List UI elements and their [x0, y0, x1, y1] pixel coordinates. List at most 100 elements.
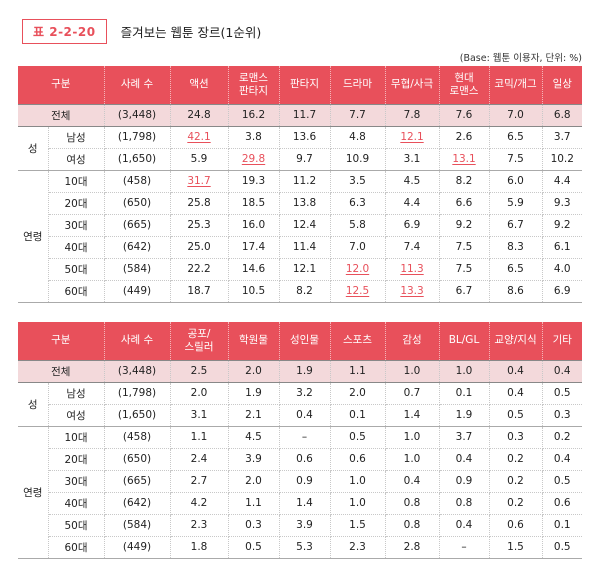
- value-cell: 25.0: [170, 236, 229, 259]
- sample-count: (458): [104, 170, 171, 193]
- sample-count: (650): [104, 448, 171, 471]
- column-header: 구분: [18, 66, 105, 104]
- table-title: 즐겨보는 웹툰 장르(1순위): [120, 24, 262, 40]
- row-label: 60대: [48, 536, 105, 559]
- value-cell: 0.4: [439, 448, 490, 471]
- value-cell: 0.9: [279, 470, 331, 493]
- row-label: 50대: [48, 258, 105, 281]
- table-row: 50대 (584) 2.3 0.3 3.9 1.5 0.8 0.4 0.6 0.1: [18, 514, 583, 537]
- value-cell: 6.3: [330, 192, 386, 215]
- group-label: 성: [18, 126, 49, 171]
- group-label: 연령: [18, 426, 49, 559]
- value-cell: 0.6: [330, 448, 386, 471]
- total-row: 전체 (3,448) 2.5 2.0 1.9 1.1 1.0 1.0 0.4 0.4: [18, 359, 583, 383]
- value-cell: 1.0: [330, 492, 386, 515]
- column-header: 교양/지식: [489, 322, 543, 360]
- sample-count: (1,650): [104, 404, 171, 427]
- value-cell: 0.2: [489, 492, 543, 515]
- column-header: 구분: [18, 322, 105, 360]
- value-cell: 3.2: [279, 382, 331, 405]
- sample-count: (642): [104, 236, 171, 259]
- value-cell: 1.9: [228, 382, 280, 405]
- table-row: 60대 (449) 1.8 0.5 5.3 2.3 2.8–1.5 0.5: [18, 536, 583, 559]
- table-2-header: 구분 사례 수 공포/스릴러 학원물 성인물 스포츠 감성 BL/GL 교양/지식 기타: [18, 322, 583, 360]
- column-header: 공포/스릴러: [170, 322, 229, 360]
- value-cell: 6.7: [489, 214, 543, 237]
- table-row: 성 남성 (1,798) 42.1 3.8 13.6 4.8 12.1 2.6 6.5 3.7: [18, 126, 583, 171]
- value-cell: 11.3: [385, 258, 440, 281]
- sample-count: (1,650): [104, 148, 171, 171]
- column-header: 사례 수: [104, 322, 171, 360]
- value-cell: 0.6: [542, 492, 583, 515]
- table-row: 40대 (642) 4.2 1.1 1.4 1.0 0.8 0.8 0.2 0.6: [18, 492, 583, 515]
- value-cell: 3.9: [279, 514, 331, 537]
- value-cell: 6.6: [439, 192, 490, 215]
- value-cell: 6.9: [542, 280, 583, 303]
- table-row: 30대 (665) 2.7 2.0 0.9 1.0 0.4 0.9 0.2 0.5: [18, 470, 583, 493]
- value-cell: 0.5: [542, 536, 583, 559]
- value-cell: 1.0: [385, 448, 440, 471]
- value-cell: 0.4: [279, 404, 331, 427]
- value-cell: 1.0: [330, 470, 386, 493]
- row-label: 여성: [48, 148, 105, 171]
- value-cell: 10.2: [542, 148, 583, 171]
- row-label: 40대: [48, 492, 105, 515]
- value-cell: 2.7: [170, 470, 229, 493]
- value-cell: 2.5: [170, 359, 229, 383]
- value-cell: 3.9: [228, 448, 280, 471]
- value-cell: 7.0: [330, 236, 386, 259]
- row-label: 30대: [48, 470, 105, 493]
- value-cell: 12.5: [330, 280, 386, 303]
- row-label: 10대: [48, 426, 105, 449]
- value-cell: 0.8: [385, 514, 440, 537]
- value-cell: 6.5: [489, 258, 543, 281]
- value-cell: 6.5: [489, 126, 543, 149]
- table-row: 20대 (650) 25.8 18.5 13.8 6.3 4.4 6.6 5.9 9.3: [18, 192, 583, 215]
- value-cell: 8.6: [489, 280, 543, 303]
- value-cell: 0.3: [228, 514, 280, 537]
- value-cell: 2.0: [228, 359, 280, 383]
- value-cell: 9.2: [439, 214, 490, 237]
- genre-table-2: 구분 사례 수 공포/스릴러 학원물 성인물 스포츠 감성 BL/GL 교양/지식 기타 전체 (3…: [18, 322, 583, 559]
- value-cell: 1.1: [228, 492, 280, 515]
- highlighted-value: 11.3: [400, 263, 424, 275]
- table-number-tag: 표 2-2-20: [22, 18, 107, 44]
- sample-count: (650): [104, 192, 171, 215]
- value-cell: 0.6: [489, 514, 543, 537]
- value-cell: 13.1: [439, 148, 490, 171]
- sample-count: (665): [104, 214, 171, 237]
- value-cell: 10.9: [330, 148, 386, 171]
- value-cell: 25.3: [170, 214, 229, 237]
- value-cell: 3.8: [228, 126, 280, 149]
- value-cell: 8.3: [489, 236, 543, 259]
- row-label: 전체: [18, 359, 105, 383]
- value-cell: 0.4: [385, 470, 440, 493]
- value-cell: 0.5: [542, 382, 583, 405]
- value-cell: 0.9: [439, 470, 490, 493]
- value-cell: 0.1: [542, 514, 583, 537]
- sample-count: (458): [104, 426, 171, 449]
- column-header: 드라마: [330, 66, 386, 104]
- row-label: 전체: [18, 103, 105, 127]
- value-cell: 4.2: [170, 492, 229, 515]
- value-cell: 7.5: [489, 148, 543, 171]
- value-cell: 5.9: [489, 192, 543, 215]
- value-cell: 0.7: [385, 382, 440, 405]
- value-cell: 12.0: [330, 258, 386, 281]
- value-cell: 18.7: [170, 280, 229, 303]
- table-row: 연령 10대 (458) 1.1 4.5–0.5 1.0 3.7 0.3 0.2: [18, 426, 583, 559]
- value-cell: 16.2: [228, 103, 280, 127]
- highlighted-value: 42.1: [187, 131, 211, 143]
- title-row: 표 2-2-20 즐겨보는 웹툰 장르(1순위): [22, 18, 261, 44]
- value-cell: 1.4: [279, 492, 331, 515]
- value-cell: 0.5: [542, 470, 583, 493]
- column-header: 성인물: [279, 322, 331, 360]
- value-cell: 19.3: [228, 170, 280, 193]
- value-cell: 3.7: [439, 426, 490, 449]
- value-cell: 1.1: [170, 426, 229, 449]
- value-cell: 6.9: [385, 214, 440, 237]
- highlighted-value: 12.5: [345, 285, 370, 297]
- sample-count: (449): [104, 280, 171, 303]
- row-label: 60대: [48, 280, 105, 303]
